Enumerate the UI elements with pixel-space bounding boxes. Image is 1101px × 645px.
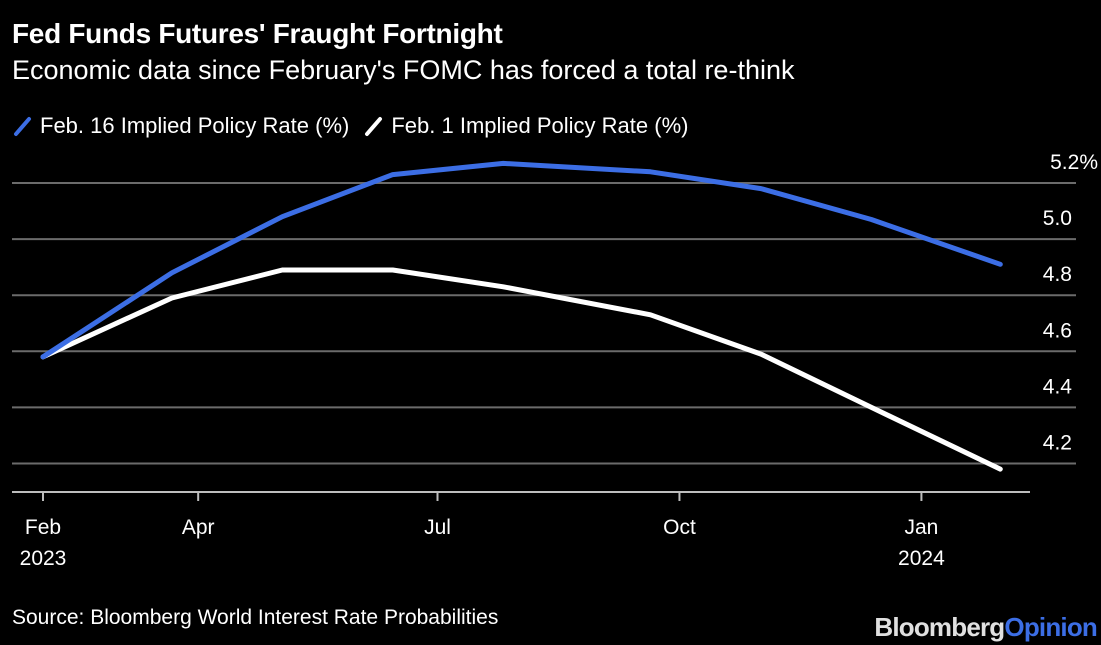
x-tick-label: Feb [25,516,61,539]
legend: Feb. 16 Implied Policy Rate (%) Feb. 1 I… [12,113,702,139]
y-tick-label: 4.4 [1043,375,1073,398]
logo-bloomberg: Bloomberg [874,612,1005,642]
logo-opinion: Opinion [1004,612,1097,642]
series-line-feb1 [40,267,1003,472]
chart-subtitle: Economic data since February's FOMC has … [12,55,795,85]
x-tick-label: Jan [904,516,938,539]
y-tick-label: 4.2 [1043,432,1072,455]
y-tick-label: 4.6 [1043,319,1072,342]
series-line-feb16 [40,160,1003,360]
legend-swatch-feb1-icon [365,117,383,136]
legend-item-feb16: Feb. 16 Implied Policy Rate (%) [12,113,349,139]
legend-item-feb1: Feb. 1 Implied Policy Rate (%) [363,113,688,139]
source-note: Source: Bloomberg World Interest Rate Pr… [12,606,499,629]
x-tick-label: Oct [663,516,696,539]
x-tick-sublabel: 2024 [898,547,945,570]
y-axis-labels: 5.2% 5.0 4.8 4.6 4.4 4.2 [1043,151,1098,455]
y-tick-label: 4.8 [1043,263,1072,286]
gridlines [12,182,1076,465]
x-axis: Feb 2023 Apr Jul Oct Jan 2024 [12,491,1030,570]
y-tick-label: 5.0 [1043,207,1072,230]
x-tick-label: Apr [182,516,215,539]
x-tick-label: Jul [424,516,451,539]
legend-label-feb1: Feb. 1 Implied Policy Rate (%) [391,113,689,138]
legend-label-feb16: Feb. 16 Implied Policy Rate (%) [40,113,350,138]
x-tick-sublabel: 2023 [20,547,67,570]
bloomberg-opinion-logo: BloombergOpinion [874,612,1097,643]
series [40,160,1003,472]
chart-title: Fed Funds Futures' Fraught Fortnight [12,18,503,49]
legend-swatch-feb16-icon [14,117,31,136]
y-tick-label: 5.2% [1050,151,1098,174]
